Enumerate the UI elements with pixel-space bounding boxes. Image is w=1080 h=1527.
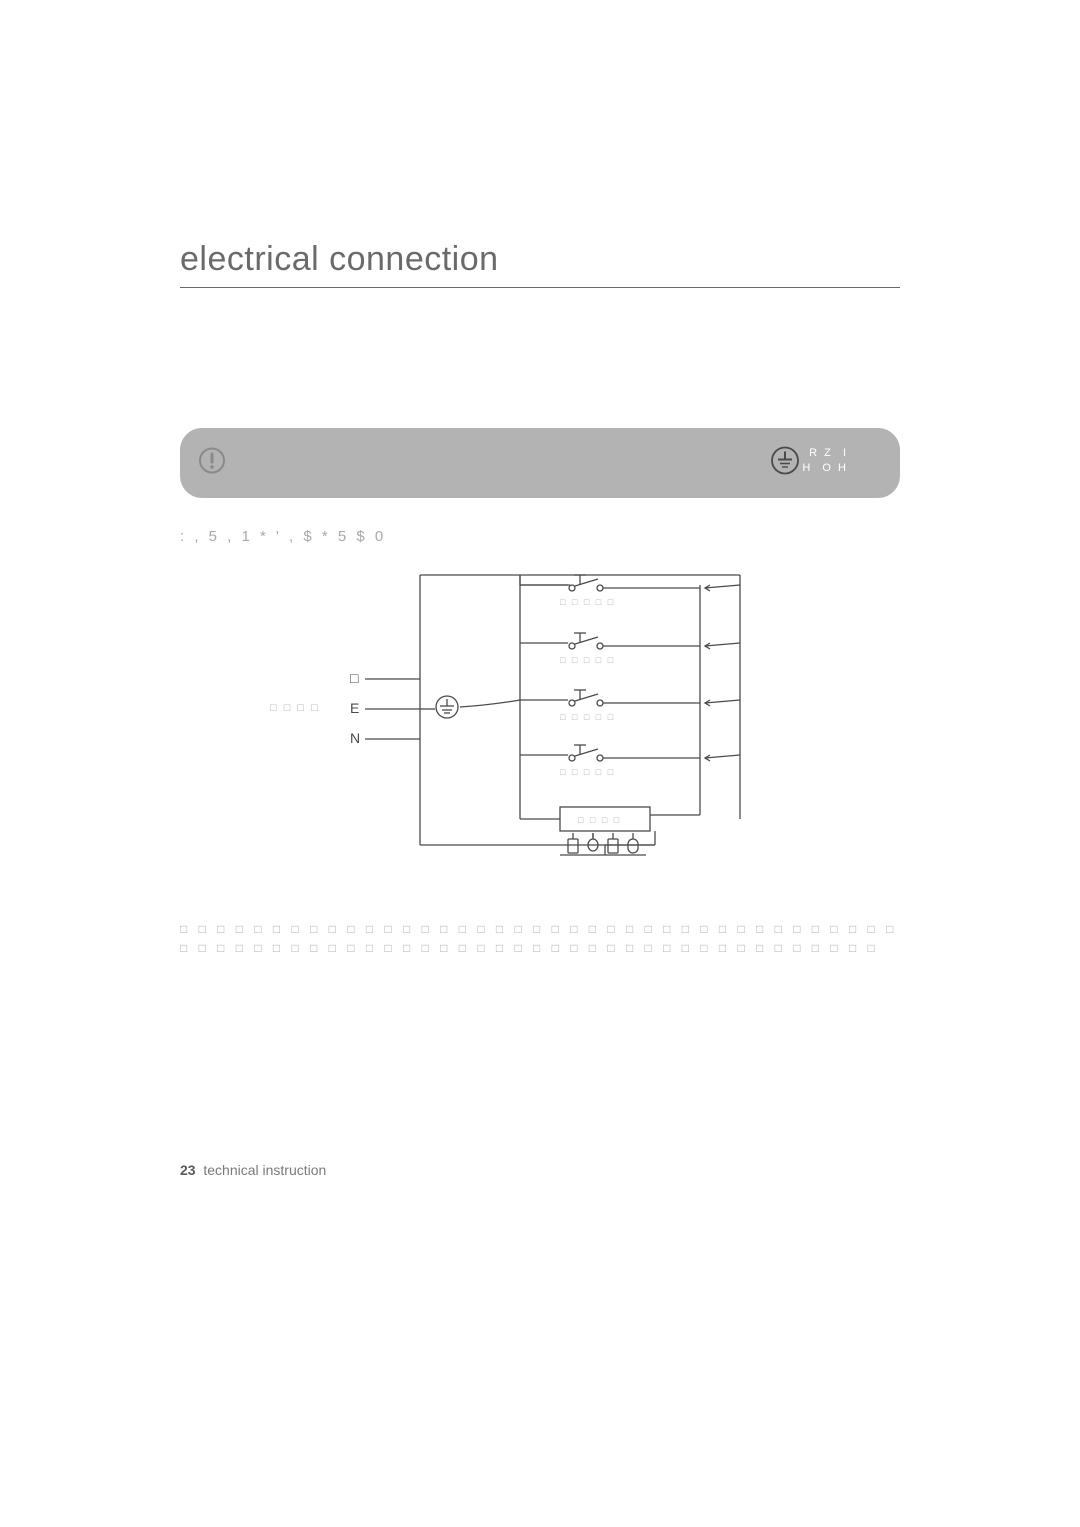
page-footer: 23 technical instruction	[180, 1162, 326, 1178]
page-number: 23	[180, 1162, 196, 1178]
sw4-label: □ □ □ □ □	[560, 767, 615, 777]
page-title: electrical connection	[180, 240, 900, 288]
l-label: □	[350, 670, 359, 686]
sw3-label: □ □ □ □ □	[560, 712, 615, 722]
warning-icon	[198, 447, 226, 480]
wiring-diagram: □ □ □ □ □ E N	[260, 555, 820, 890]
n-label: N	[350, 730, 360, 746]
sw1-label: □ □ □ □ □	[560, 597, 615, 607]
e-label: E	[350, 700, 359, 716]
warning-box: R Z I H O H	[180, 428, 900, 498]
sw2-label: □ □ □ □ □	[560, 655, 615, 665]
input-label: □ □ □ □	[270, 702, 320, 714]
earth-icon	[770, 446, 800, 481]
wiring-diagram-title: : , 5 , 1 * ' , $ * 5 $ 0	[180, 528, 900, 545]
diagram-note: □ □ □ □ □ □ □ □ □ □ □ □ □ □ □ □ □ □ □ □ …	[180, 920, 900, 958]
load-label: □ □ □ □	[578, 815, 621, 825]
footer-label: technical instruction	[203, 1162, 326, 1178]
